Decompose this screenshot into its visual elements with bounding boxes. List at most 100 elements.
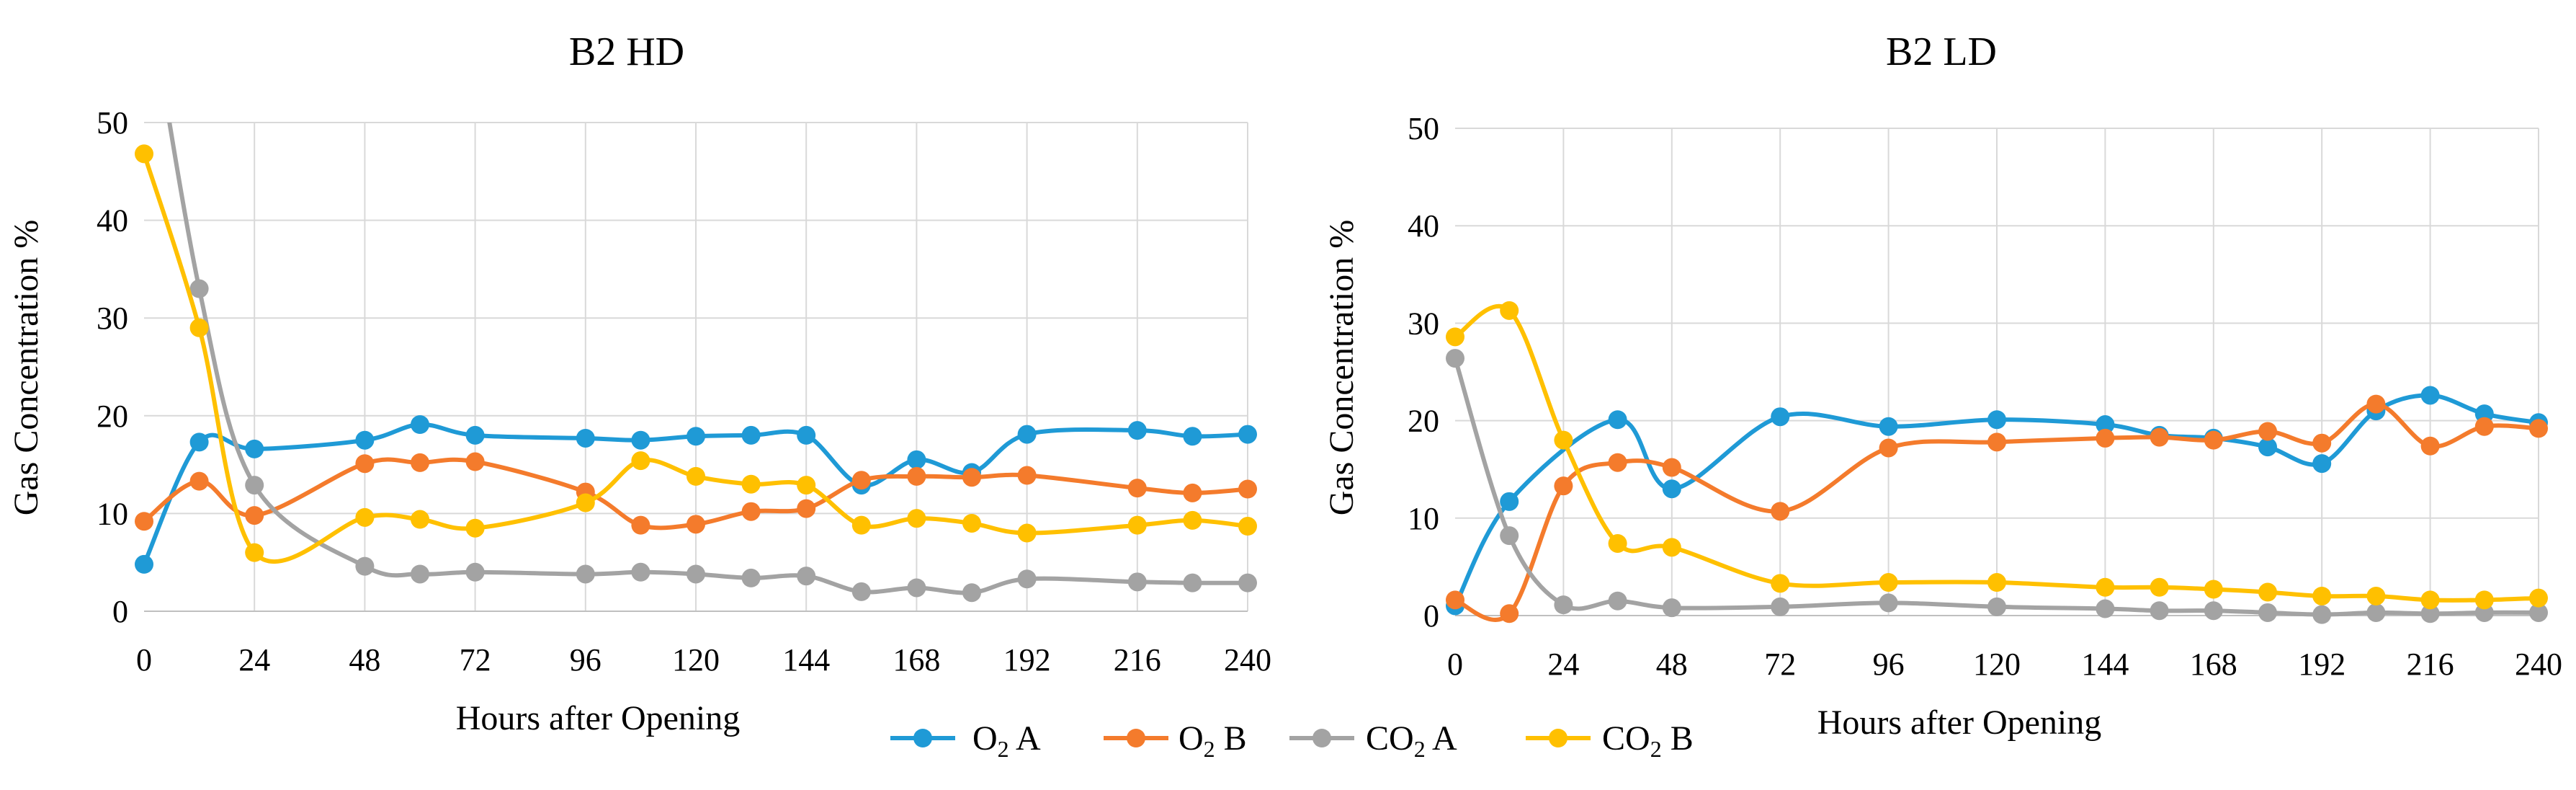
- x-tick-label: 216: [1114, 642, 1161, 678]
- data-point-co2-b: [2150, 577, 2169, 597]
- x-tick-label: 240: [1224, 642, 1271, 678]
- data-point-o2-a: [576, 428, 595, 448]
- x-tick-label: 72: [460, 642, 491, 678]
- data-point-o2-b: [631, 515, 650, 535]
- data-point-o2-a: [1127, 421, 1147, 440]
- data-point-o2-a: [2420, 386, 2440, 405]
- x-tick-label: 72: [1764, 647, 1796, 682]
- data-point-o2-a: [2258, 438, 2277, 457]
- y-tick-label: 20: [97, 399, 128, 434]
- data-point-co2-a: [1554, 595, 1573, 615]
- data-point-o2-b: [741, 502, 761, 521]
- data-point-o2-b: [797, 499, 816, 518]
- data-point-o2-b: [1662, 458, 1681, 477]
- data-point-o2-b: [2474, 417, 2494, 436]
- data-point-o2-a: [465, 425, 485, 445]
- data-point-co2-a: [1127, 572, 1147, 592]
- y-tick-label: 0: [1423, 598, 1439, 634]
- data-point-co2-a: [355, 556, 375, 576]
- data-point-o2-b: [411, 453, 429, 472]
- data-point-co2-a: [576, 564, 595, 584]
- data-point-o2-b: [687, 515, 705, 534]
- chart-b2-ld: 0 10 20 30 40 50 0 24 48 72 96 120 144 168 192 216 240 B2…: [1323, 30, 2562, 742]
- data-point-co2-b: [1608, 533, 1627, 553]
- y-tick-label: 50: [97, 105, 128, 141]
- data-point-co2-b: [1500, 301, 1519, 320]
- legend-item-o2-a: O2 A: [890, 719, 1041, 762]
- data-point-co2-a: [1500, 526, 1519, 546]
- data-point-co2-b: [2312, 586, 2332, 605]
- legend-swatch-marker: [1127, 729, 1145, 747]
- x-tick-label: 0: [136, 642, 152, 678]
- series-co2-a: [1446, 349, 2548, 624]
- data-point-o2-b: [355, 454, 375, 474]
- data-point-o2-a: [1238, 425, 1257, 444]
- data-point-co2-b: [962, 513, 981, 533]
- data-point-co2-a: [2150, 601, 2169, 621]
- data-point-co2-b: [1183, 510, 1202, 530]
- data-point-co2-b: [1554, 430, 1573, 450]
- data-point-co2-b: [1446, 327, 1464, 347]
- legend-label: CO2 A: [1366, 719, 1457, 762]
- y-tick-label: 30: [1408, 306, 1439, 341]
- y-tick-label: 30: [97, 301, 128, 336]
- data-point-co2-b: [2258, 582, 2277, 602]
- data-point-co2-b: [2420, 590, 2440, 610]
- data-point-o2-b: [1554, 476, 1573, 496]
- x-tick-label: 144: [2081, 647, 2129, 682]
- data-point-co2-a: [411, 564, 429, 584]
- data-point-o2-b: [1500, 604, 1519, 623]
- x-tick-label: 168: [2190, 647, 2237, 682]
- chart-b2-hd: 0 10 20 30 40 50 0 24 48 72 96 120 144 168 192 216 240 B2…: [7, 30, 1271, 737]
- data-point-o2-a: [1608, 410, 1627, 430]
- x-tick-label: 120: [672, 642, 720, 678]
- legend-item-o2-b: O2 B: [1104, 719, 1247, 762]
- data-point-o2-b: [1771, 502, 1790, 521]
- data-point-o2-a: [907, 450, 926, 469]
- data-point-co2-a: [1446, 349, 1464, 368]
- x-tick-label: 48: [349, 642, 380, 678]
- data-point-o2-a: [189, 432, 209, 452]
- data-point-co2-a: [741, 568, 761, 587]
- x-tick-label: 192: [2298, 647, 2345, 682]
- data-point-o2-a: [797, 425, 816, 445]
- data-point-o2-a: [1500, 492, 1519, 511]
- data-point-o2-b: [1127, 479, 1147, 498]
- data-point-o2-b: [1608, 453, 1627, 472]
- legend-swatch-marker: [913, 729, 932, 747]
- data-point-co2-a: [2420, 604, 2440, 623]
- y-tick-label: 40: [1408, 208, 1439, 244]
- data-point-co2-a: [962, 583, 981, 603]
- data-point-co2-a: [2312, 605, 2332, 624]
- data-point-co2-b: [355, 507, 375, 527]
- y-tick-label: 20: [1408, 404, 1439, 439]
- y-tick-label: 50: [1408, 111, 1439, 146]
- series-co2-b: [135, 144, 1257, 564]
- x-tick-label: 96: [570, 642, 601, 678]
- data-point-o2-b: [1017, 466, 1037, 485]
- data-point-co2-a: [2366, 603, 2386, 622]
- x-tick-label: 48: [1656, 647, 1688, 682]
- data-point-co2-a: [1238, 573, 1257, 592]
- data-point-co2-b: [1771, 574, 1790, 593]
- data-point-co2-b: [1017, 523, 1037, 543]
- data-point-co2-a: [1608, 591, 1627, 611]
- x-tick-label: 192: [1003, 642, 1051, 678]
- data-point-co2-a: [2204, 601, 2223, 621]
- data-point-co2-a: [631, 562, 650, 582]
- data-point-co2-a: [687, 564, 705, 584]
- data-point-o2-a: [355, 430, 375, 450]
- data-point-o2-b: [2529, 419, 2548, 438]
- series-co2-b: [1446, 301, 2548, 610]
- data-point-o2-a: [741, 425, 761, 445]
- data-point-o2-b: [851, 471, 871, 490]
- legend-label: CO2 B: [1602, 719, 1694, 762]
- data-point-co2-b: [631, 451, 650, 471]
- data-point-co2-b: [576, 493, 595, 512]
- data-point-co2-a: [2096, 599, 2115, 618]
- data-point-co2-b: [851, 515, 871, 535]
- y-axis-label: Gas Concentration %: [7, 220, 45, 516]
- data-point-co2-b: [687, 466, 705, 486]
- data-point-o2-b: [1987, 432, 2006, 452]
- data-point-co2-a: [1771, 597, 1790, 616]
